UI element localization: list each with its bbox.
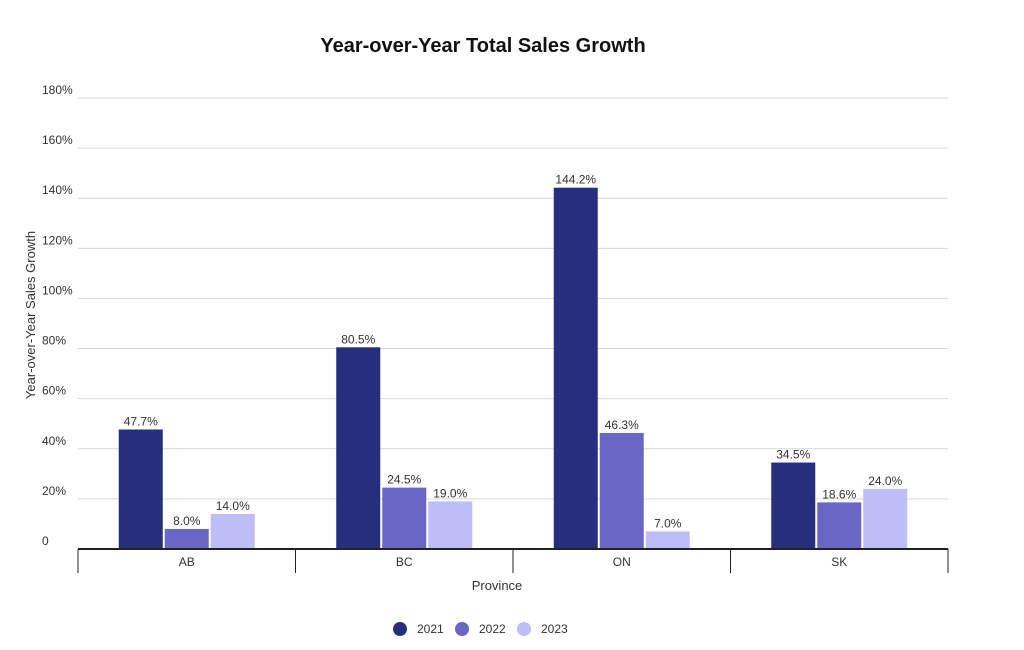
bar xyxy=(863,488,908,549)
bars xyxy=(118,187,908,549)
legend-label: 2021 xyxy=(417,622,444,636)
grid xyxy=(78,97,948,500)
x-tick-label: AB xyxy=(179,555,195,569)
bar xyxy=(336,347,381,549)
legend-label: 2022 xyxy=(479,622,506,636)
y-axis-title: Year-over-Year Sales Growth xyxy=(23,231,38,399)
data-label: 14.0% xyxy=(216,499,250,513)
data-label: 80.5% xyxy=(341,332,375,346)
data-label: 24.5% xyxy=(387,473,421,487)
y-tick-label: 80% xyxy=(42,334,66,348)
chart-title: Year-over-Year Total Sales Growth xyxy=(320,35,645,57)
legend: 2021 2022 2023 xyxy=(393,622,568,636)
bar xyxy=(118,429,163,549)
bar xyxy=(771,462,816,549)
data-label: 8.0% xyxy=(173,514,201,528)
data-label: 19.0% xyxy=(433,486,467,500)
y-tick-label: 60% xyxy=(42,384,66,398)
data-label: 46.3% xyxy=(605,418,639,432)
data-label: 24.0% xyxy=(868,474,902,488)
bar xyxy=(382,487,427,549)
legend-label: 2023 xyxy=(541,622,568,636)
data-label: 144.2% xyxy=(555,173,596,187)
x-axis-title: Province xyxy=(472,578,523,593)
bar xyxy=(645,531,690,549)
y-tick-label: 0 xyxy=(42,534,49,548)
y-tick-label: 180% xyxy=(42,83,73,97)
bar xyxy=(164,528,209,549)
bar xyxy=(553,187,598,549)
y-tick-label: 160% xyxy=(42,133,73,147)
bar xyxy=(428,501,473,549)
x-tick-label: SK xyxy=(831,555,847,569)
data-label: 34.5% xyxy=(776,448,810,462)
bar xyxy=(817,502,862,549)
y-tick-label: 100% xyxy=(42,283,73,297)
legend-marker xyxy=(393,622,407,636)
bar xyxy=(210,513,255,549)
legend-marker xyxy=(517,622,531,636)
y-tick-label: 40% xyxy=(42,434,66,448)
data-label: 47.7% xyxy=(124,414,158,428)
y-tick-label: 120% xyxy=(42,233,73,247)
data-labels: 47.7% 8.0% 14.0% 80.5% 24.5% 19.0% 144.2% 46.3%… xyxy=(124,173,903,531)
y-axis-ticks: 0 20% 40% 60% 80% 100% 120% 140% 160% 180% xyxy=(42,83,73,548)
x-tick-label: ON xyxy=(613,555,631,569)
data-label: 7.0% xyxy=(654,516,682,530)
y-tick-label: 20% xyxy=(42,484,66,498)
bar xyxy=(599,432,644,549)
data-label: 18.6% xyxy=(822,487,856,501)
y-tick-label: 140% xyxy=(42,183,73,197)
x-tick-label: BC xyxy=(396,555,413,569)
legend-marker xyxy=(455,622,469,636)
x-axis: AB BC ON SK xyxy=(77,548,949,573)
